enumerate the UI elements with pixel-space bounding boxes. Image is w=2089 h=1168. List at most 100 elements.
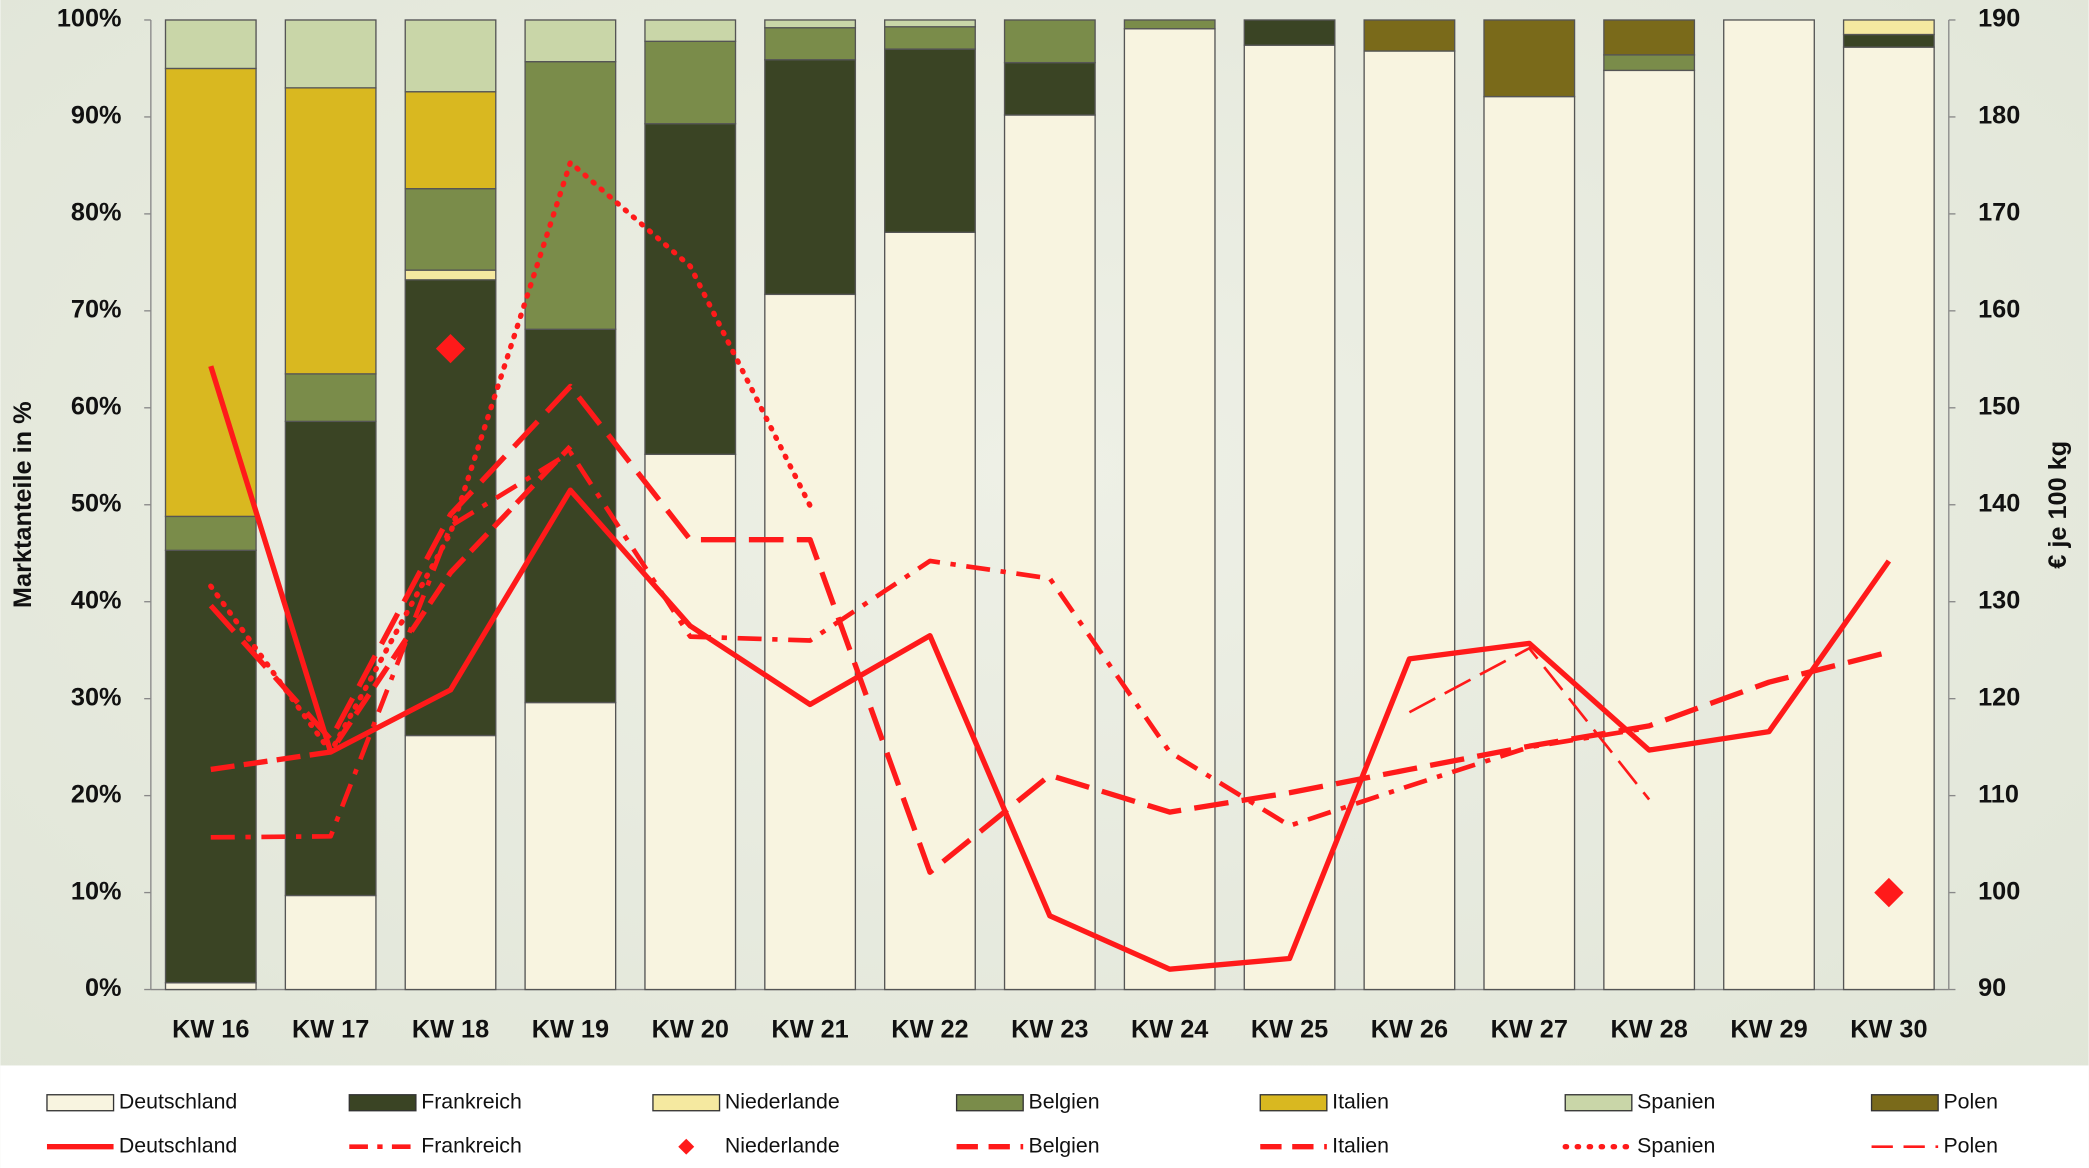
legend-label: Italien xyxy=(1332,1089,1389,1113)
y2-tick-label: 100 xyxy=(1978,877,2020,905)
bar-segment xyxy=(1123,19,1216,30)
bar-segment xyxy=(1483,95,1576,991)
y-tick-label: 40% xyxy=(71,586,122,614)
legend-background xyxy=(0,1065,2089,1168)
bar-segment xyxy=(524,19,617,63)
x-tick-label: KW 20 xyxy=(652,1016,729,1044)
x-tick-label: KW 22 xyxy=(891,1016,968,1044)
x-tick-label: KW 26 xyxy=(1371,1016,1448,1044)
bar-segment xyxy=(404,188,497,271)
bar-segment xyxy=(644,453,737,991)
bar-segment xyxy=(1603,19,1696,56)
x-tick-label: KW 18 xyxy=(412,1016,489,1044)
legend-label: Belgien xyxy=(1029,1089,1100,1113)
bar-segment xyxy=(404,91,497,190)
bar-segment xyxy=(164,982,257,991)
y-tick-label: 100% xyxy=(57,5,122,33)
bar-segment xyxy=(284,894,377,991)
bar-segment xyxy=(764,27,857,61)
legend-label: Spanien xyxy=(1637,1089,1715,1113)
x-tick-label: KW 27 xyxy=(1491,1016,1568,1044)
y2-tick-label: 110 xyxy=(1978,780,2019,808)
x-tick-label: KW 25 xyxy=(1251,1016,1328,1044)
bar-segment xyxy=(404,734,497,991)
bar-segment xyxy=(1723,19,1815,991)
y2-tick-label: 160 xyxy=(1978,296,2020,324)
bar-segment xyxy=(524,701,617,991)
legend-label: Niederlande xyxy=(725,1133,840,1157)
bar-segment xyxy=(644,19,737,42)
legend-label: Frankreich xyxy=(421,1133,522,1157)
bar-segment xyxy=(1603,54,1696,72)
legend-label: Spanien xyxy=(1637,1133,1715,1157)
bar-segment xyxy=(1842,46,1935,991)
bar-segment xyxy=(1363,50,1456,991)
bar-segment xyxy=(284,87,377,375)
legend-swatch xyxy=(1259,1094,1328,1112)
line-marker xyxy=(1874,877,1904,908)
bar-segment xyxy=(164,19,257,70)
y-tick-label: 90% xyxy=(71,102,122,130)
bar-segment xyxy=(1123,28,1216,991)
bar-segment xyxy=(884,231,976,991)
legend-swatch xyxy=(678,1138,695,1155)
bar-segment xyxy=(404,19,497,93)
y2-tick-label: 170 xyxy=(1978,199,2020,227)
bar-segment xyxy=(524,328,617,704)
bar-segment xyxy=(1243,19,1336,46)
y2-tick-label: 140 xyxy=(1978,489,2020,517)
y-tick-label: 10% xyxy=(71,877,122,905)
bar-segment xyxy=(164,549,257,984)
y2-tick-label: 120 xyxy=(1978,683,2020,711)
x-tick-label: KW 19 xyxy=(532,1016,609,1044)
legend-label: Deutschland xyxy=(119,1089,237,1113)
bar-segment xyxy=(524,61,617,330)
x-tick-label: KW 17 xyxy=(292,1016,369,1044)
legend-label: Italien xyxy=(1332,1133,1389,1157)
y-tick-label: 30% xyxy=(71,683,122,711)
bar-segment xyxy=(164,67,257,518)
bar-segment xyxy=(764,19,857,29)
legend-swatch xyxy=(1564,1094,1633,1112)
x-tick-label: KW 16 xyxy=(172,1016,249,1044)
line-series xyxy=(208,383,1890,875)
x-tick-label: KW 29 xyxy=(1730,1016,1807,1044)
bar-segment xyxy=(764,59,857,296)
bar-segment xyxy=(164,515,257,551)
legend-label: Frankreich xyxy=(421,1089,522,1113)
x-tick-label: KW 21 xyxy=(771,1016,848,1044)
line-series xyxy=(210,450,1650,840)
y-axis-label: Marktanteile in % xyxy=(9,401,37,608)
bar-segment xyxy=(644,123,737,456)
y-tick-label: 0% xyxy=(85,974,122,1002)
line-series xyxy=(208,159,813,755)
bar-segment xyxy=(1003,114,1096,991)
y2-tick-label: 130 xyxy=(1978,586,2020,614)
line-series xyxy=(208,365,1892,972)
bar-segment xyxy=(1003,19,1096,64)
x-tick-label: KW 24 xyxy=(1131,1016,1208,1044)
legend-swatch xyxy=(348,1094,417,1112)
bar-segment xyxy=(1842,19,1935,36)
line-series xyxy=(1408,646,1651,801)
x-tick-label: KW 28 xyxy=(1610,1016,1687,1044)
y2-axis-label: € je 100 kg xyxy=(2044,441,2072,569)
bar-segment xyxy=(284,373,377,423)
legend-label: Belgien xyxy=(1029,1133,1100,1157)
y-tick-label: 70% xyxy=(71,296,122,324)
bar-segment xyxy=(404,269,497,281)
y-tick-label: 80% xyxy=(71,199,122,227)
bar-segment xyxy=(1603,69,1696,991)
bar-segment xyxy=(884,48,976,233)
legend-swatch xyxy=(1870,1094,1939,1112)
legend-swatch xyxy=(652,1094,721,1112)
y2-tick-label: 190 xyxy=(1978,5,2020,33)
y-tick-label: 60% xyxy=(71,392,122,420)
bar-segment xyxy=(1243,44,1336,991)
legend-label: Niederlande xyxy=(725,1089,840,1113)
y-tick-label: 50% xyxy=(71,489,122,517)
y2-tick-label: 150 xyxy=(1978,392,2020,420)
legend-swatch xyxy=(955,1094,1024,1112)
bar-segment xyxy=(1842,33,1935,48)
